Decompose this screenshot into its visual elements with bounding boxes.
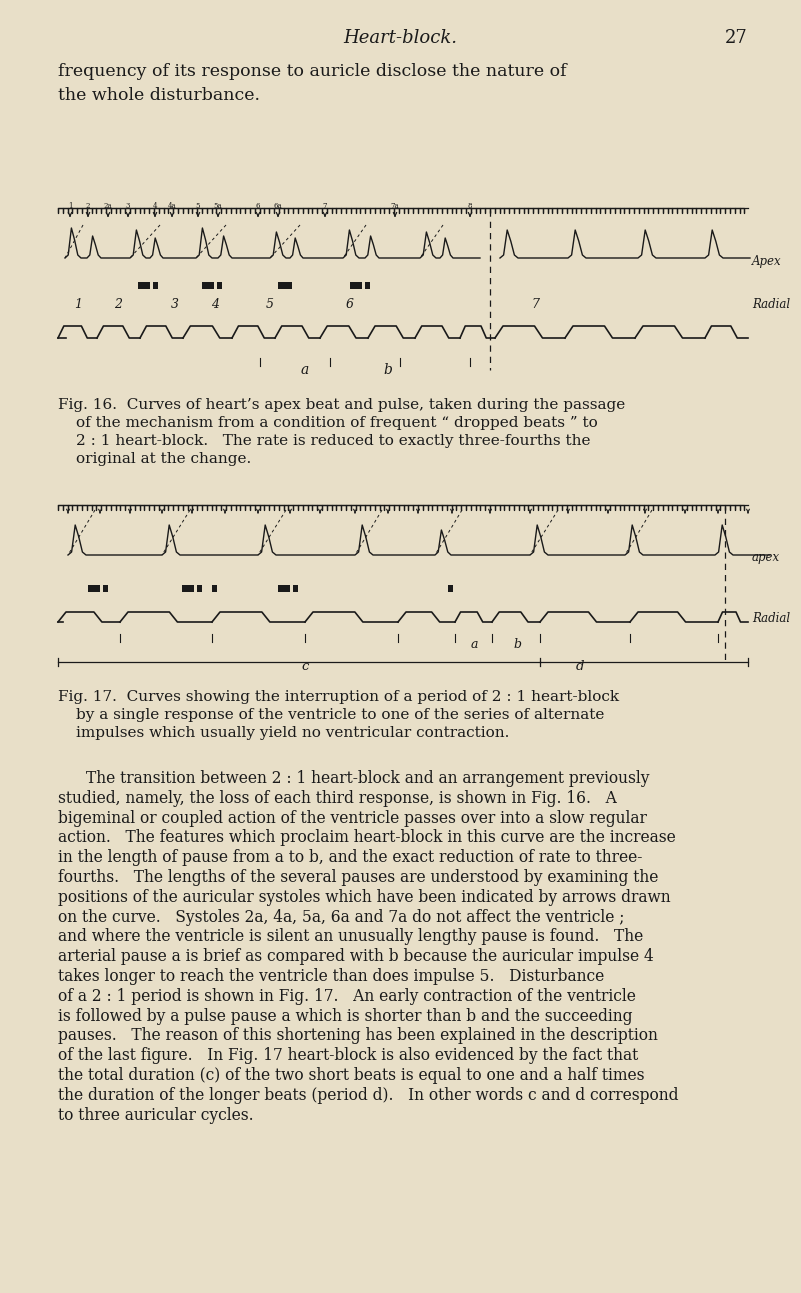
- Text: 7: 7: [323, 202, 328, 209]
- Text: 8: 8: [468, 202, 473, 209]
- Text: 1: 1: [68, 202, 72, 209]
- Text: Heart-block.: Heart-block.: [344, 28, 457, 47]
- Text: 3: 3: [126, 202, 131, 209]
- Text: the duration of the longer beats (period d).   In other words c and d correspond: the duration of the longer beats (period…: [58, 1087, 678, 1104]
- Text: the whole disturbance.: the whole disturbance.: [58, 87, 260, 103]
- Text: 4: 4: [211, 299, 219, 312]
- Text: of the last figure.   In Fig. 17 heart-block is also evidenced by the fact that: of the last figure. In Fig. 17 heart-blo…: [58, 1047, 638, 1064]
- Text: takes longer to reach the ventricle than does impulse 5.   Disturbance: takes longer to reach the ventricle than…: [58, 968, 604, 985]
- Bar: [278, 282, 292, 290]
- Text: on the curve.   Systoles 2a, 4a, 5a, 6a and 7a do not affect the ventricle ;: on the curve. Systoles 2a, 4a, 5a, 6a an…: [58, 909, 625, 926]
- Text: 4a: 4a: [167, 202, 176, 209]
- Text: studied, namely, the loss of each third response, is shown in Fig. 16.   A: studied, namely, the loss of each third …: [58, 790, 617, 807]
- Text: action.   The features which proclaim heart-block in this curve are the increase: action. The features which proclaim hear…: [58, 829, 676, 847]
- Text: is followed by a pulse pause a which is shorter than b and the succeeding: is followed by a pulse pause a which is …: [58, 1007, 633, 1024]
- Bar: [350, 282, 362, 290]
- Text: bigeminal or coupled action of the ventricle passes over into a slow regular: bigeminal or coupled action of the ventr…: [58, 809, 647, 826]
- Text: of the mechanism from a condition of frequent “ dropped beats ” to: of the mechanism from a condition of fre…: [76, 416, 598, 431]
- Text: 3: 3: [171, 299, 179, 312]
- Text: 2: 2: [86, 202, 91, 209]
- Text: by a single response of the ventricle to one of the series of alternate: by a single response of the ventricle to…: [76, 709, 605, 721]
- Text: 2a: 2a: [103, 202, 112, 209]
- Bar: [202, 282, 214, 290]
- Text: pauses.   The reason of this shortening has been explained in the description: pauses. The reason of this shortening ha…: [58, 1028, 658, 1045]
- Text: original at the change.: original at the change.: [76, 453, 252, 465]
- Bar: [365, 282, 370, 290]
- Text: b: b: [513, 639, 521, 652]
- Text: Apex: Apex: [752, 256, 782, 269]
- Text: 27: 27: [725, 28, 747, 47]
- Bar: [138, 282, 150, 290]
- Bar: [448, 584, 453, 592]
- Text: 5a: 5a: [214, 202, 223, 209]
- Bar: [293, 584, 298, 592]
- Text: 4: 4: [153, 202, 157, 209]
- Text: positions of the auricular systoles which have been indicated by arrows drawn: positions of the auricular systoles whic…: [58, 888, 670, 906]
- Text: to three auricular cycles.: to three auricular cycles.: [58, 1107, 254, 1124]
- Bar: [278, 584, 290, 592]
- Text: 6a: 6a: [274, 202, 283, 209]
- Text: 6: 6: [346, 299, 354, 312]
- Text: frequency of its response to auricle disclose the nature of: frequency of its response to auricle dis…: [58, 63, 566, 80]
- Text: fourths.   The lengths of the several pauses are understood by examining the: fourths. The lengths of the several paus…: [58, 869, 658, 886]
- Text: of a 2 : 1 period is shown in Fig. 17.   An early contraction of the ventricle: of a 2 : 1 period is shown in Fig. 17. A…: [58, 988, 636, 1005]
- Text: 1: 1: [74, 299, 82, 312]
- Bar: [88, 584, 100, 592]
- Text: 5: 5: [266, 299, 274, 312]
- Text: 2 : 1 heart-block.   The rate is reduced to exactly three-fourths the: 2 : 1 heart-block. The rate is reduced t…: [76, 434, 590, 447]
- Bar: [217, 282, 222, 290]
- Text: and where the ventricle is silent an unusually lengthy pause is found.   The: and where the ventricle is silent an unu…: [58, 928, 643, 945]
- Text: b: b: [384, 363, 392, 378]
- Bar: [212, 584, 217, 592]
- Bar: [103, 584, 108, 592]
- Text: 5: 5: [195, 202, 200, 209]
- Text: arterial pause a is brief as compared with b because the auricular impulse 4: arterial pause a is brief as compared wi…: [58, 948, 654, 965]
- Text: a: a: [301, 363, 309, 378]
- Text: 7: 7: [531, 299, 539, 312]
- Text: 7a: 7a: [391, 202, 400, 209]
- Text: 2: 2: [114, 299, 122, 312]
- Text: c: c: [301, 661, 308, 674]
- Text: Radial: Radial: [752, 299, 790, 312]
- Bar: [197, 584, 202, 592]
- Bar: [153, 282, 158, 290]
- Text: Fig. 16.  Curves of heart’s apex beat and pulse, taken during the passage: Fig. 16. Curves of heart’s apex beat and…: [58, 398, 626, 412]
- Text: impulses which usually yield no ventricular contraction.: impulses which usually yield no ventricu…: [76, 725, 509, 740]
- Text: 6: 6: [256, 202, 260, 209]
- Text: Radial: Radial: [752, 612, 790, 625]
- Text: The transition between 2 : 1 heart-block and an arrangement previously: The transition between 2 : 1 heart-block…: [86, 771, 650, 787]
- Text: a: a: [470, 639, 477, 652]
- Text: apex: apex: [752, 552, 780, 565]
- Text: Fig. 17.  Curves showing the interruption of a period of 2 : 1 heart-block: Fig. 17. Curves showing the interruption…: [58, 690, 619, 703]
- Text: in the length of pause from a to b, and the exact reduction of rate to three-: in the length of pause from a to b, and …: [58, 850, 642, 866]
- Text: d: d: [576, 661, 584, 674]
- Text: the total duration (c) of the two short beats is equal to one and a half times: the total duration (c) of the two short …: [58, 1067, 645, 1084]
- Bar: [182, 584, 194, 592]
